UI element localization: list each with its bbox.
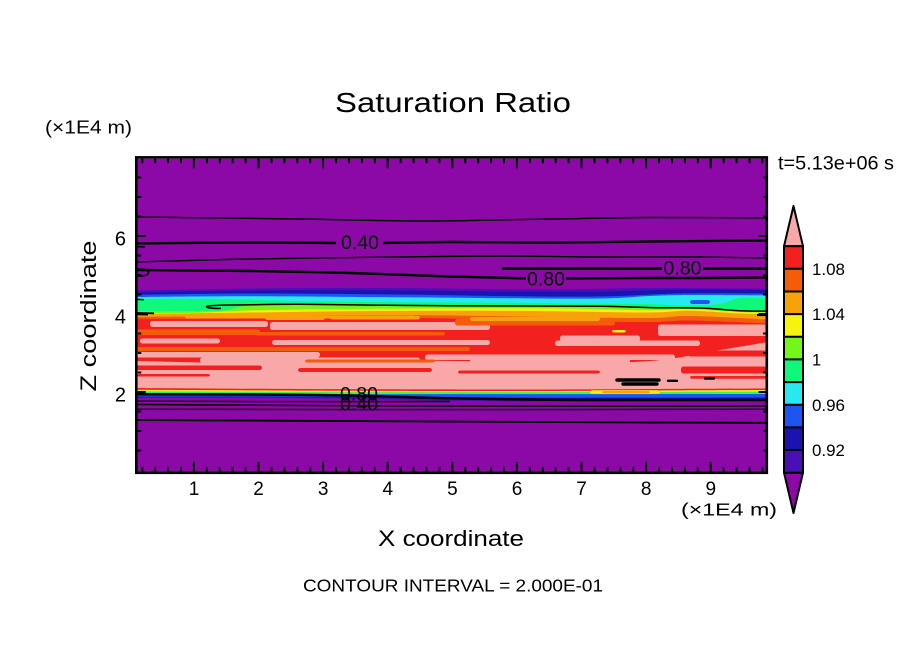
svg-text:0.80: 0.80 <box>664 259 702 280</box>
svg-text:4: 4 <box>115 307 126 329</box>
svg-text:9: 9 <box>706 479 717 500</box>
svg-text:1.04: 1.04 <box>812 306 845 324</box>
svg-text:X coordinate: X coordinate <box>378 526 524 551</box>
svg-text:6: 6 <box>512 479 523 500</box>
svg-text:(×1E4 m): (×1E4 m) <box>45 118 132 138</box>
svg-text:Z coordinate: Z coordinate <box>76 241 101 392</box>
svg-text:Saturation Ratio: Saturation Ratio <box>335 87 571 118</box>
svg-text:6: 6 <box>115 229 126 251</box>
svg-text:1.08: 1.08 <box>812 261 845 279</box>
svg-text:7: 7 <box>576 479 587 500</box>
svg-text:0.96: 0.96 <box>812 397 845 415</box>
svg-text:2: 2 <box>115 385 126 407</box>
svg-text:(×1E4 m): (×1E4 m) <box>681 500 777 520</box>
svg-text:4: 4 <box>383 479 394 500</box>
svg-text:1: 1 <box>812 351 821 369</box>
svg-text:5: 5 <box>447 479 458 500</box>
svg-text:3: 3 <box>318 479 329 500</box>
svg-text:8: 8 <box>641 479 652 500</box>
svg-text:0.80: 0.80 <box>340 385 378 406</box>
svg-text:CONTOUR INTERVAL = 2.000E-01: CONTOUR INTERVAL = 2.000E-01 <box>303 576 603 596</box>
svg-text:1: 1 <box>189 479 200 500</box>
svg-text:0.80: 0.80 <box>527 270 565 291</box>
svg-text:0.40: 0.40 <box>340 395 378 416</box>
svg-text:0.40: 0.40 <box>341 233 379 254</box>
svg-text:0.92: 0.92 <box>812 442 845 460</box>
svg-text:2: 2 <box>253 479 264 500</box>
svg-text:t=5.13e+06 s: t=5.13e+06 s <box>778 154 894 175</box>
